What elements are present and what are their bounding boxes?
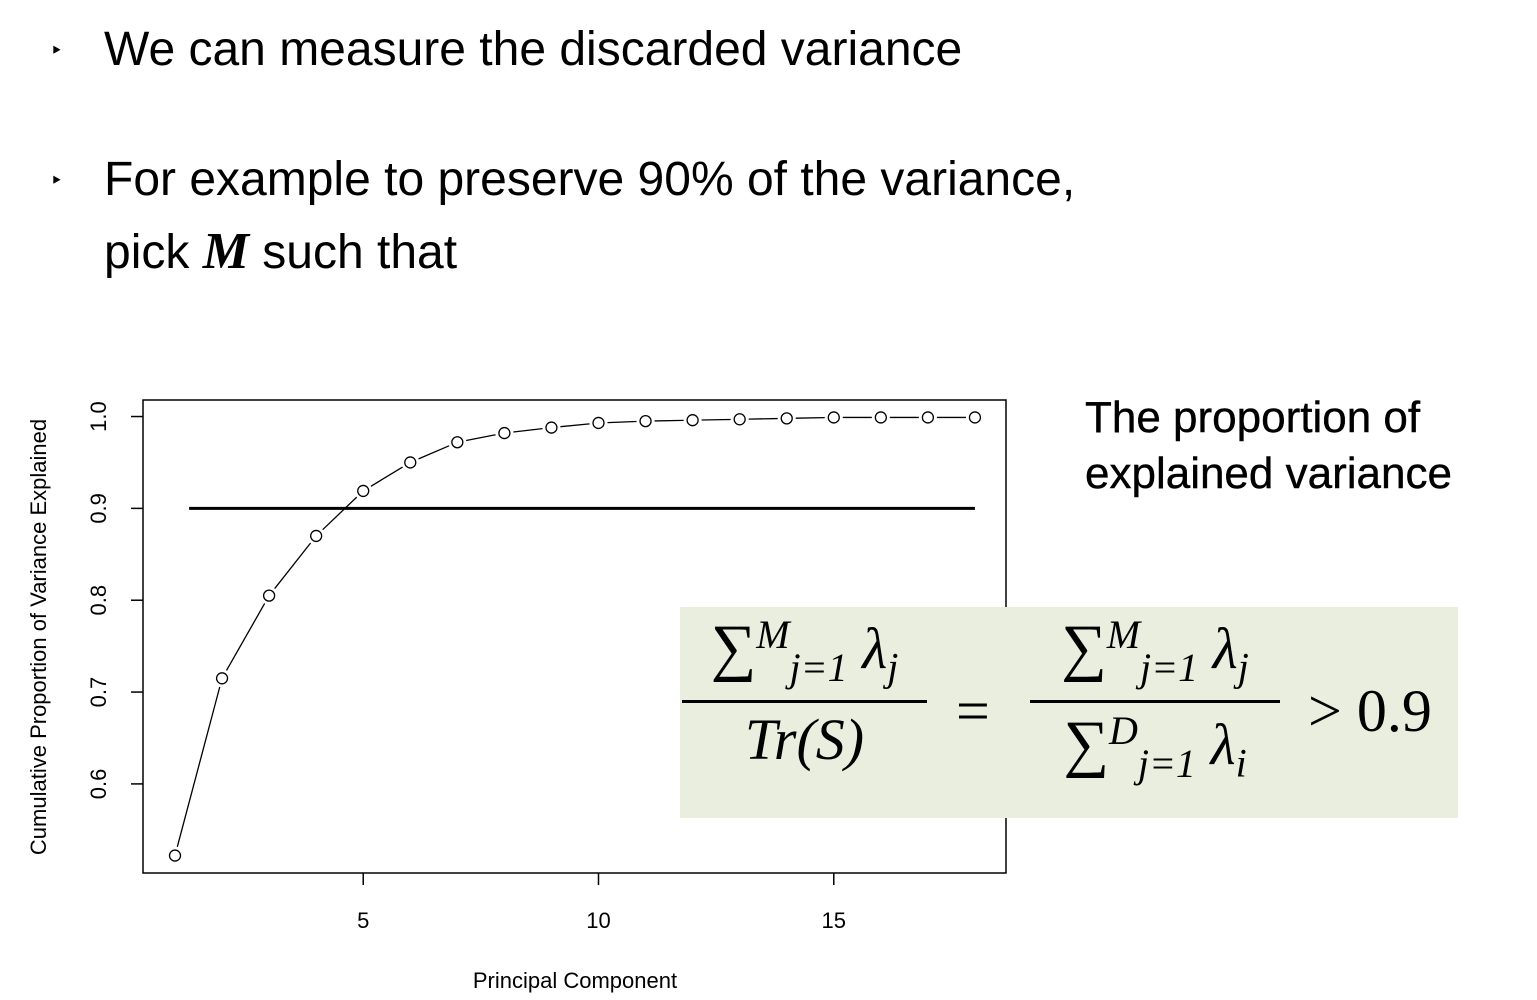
- y-tick-label-4: 1.0: [86, 401, 111, 432]
- sum-lower-3: j=1: [1137, 740, 1196, 786]
- formula-box: ∑Mj=1 λj Tr(S) = ∑Mj=1 λj ∑Dj=1 λi > 0.9: [680, 607, 1458, 818]
- bullet-marker-1: ‣: [50, 38, 63, 63]
- data-point-11: [639, 414, 652, 428]
- data-point-16: [874, 411, 887, 424]
- fraction-right: ∑Mj=1 λj ∑Dj=1 λi: [1030, 615, 1280, 784]
- series-segment-4: [322, 496, 358, 531]
- series-segment-9: [560, 423, 590, 428]
- sum-upper-d: D: [1108, 707, 1138, 753]
- fraction-left-bar: [682, 699, 927, 703]
- variable-m: M: [202, 223, 249, 280]
- equals-sign: =: [956, 678, 990, 744]
- series-segment-1: [176, 686, 221, 848]
- y-tick-label-3: 0.9: [86, 493, 111, 524]
- lambda-i: λi: [1210, 712, 1247, 786]
- series-segment-2: [225, 603, 266, 671]
- x-tick-label-10: 10: [586, 908, 610, 933]
- data-point-4: [310, 529, 323, 543]
- series-segment-8: [513, 427, 543, 433]
- sum-symbol-3: ∑: [1063, 707, 1109, 779]
- trace-s: Tr(S): [744, 706, 865, 772]
- data-point-18: [968, 411, 982, 424]
- bullet-text-2-pre: pick: [104, 226, 190, 279]
- series-segment-3: [274, 542, 312, 589]
- data-point-6: [404, 456, 417, 469]
- sum-upper-m: M: [756, 612, 790, 657]
- y-axis-label: Cumulative Proportion of Variance Explai…: [26, 419, 51, 855]
- data-point-8: [498, 426, 511, 440]
- data-point-14: [780, 412, 793, 425]
- sum-upper-m-2: M: [1106, 612, 1141, 657]
- bullet-text-2-line1: For example to preserve 90% of the varia…: [104, 153, 1076, 206]
- data-point-7: [451, 436, 464, 449]
- x-axis-label: Principal Component: [473, 968, 677, 993]
- data-point-12: [686, 414, 699, 427]
- y-tick-label-0: 0.6: [86, 769, 111, 800]
- bullet-text-2-line2: pick M such that: [104, 216, 1075, 289]
- fraction-left: ∑Mj=1 λj Tr(S): [682, 615, 927, 769]
- series-segment-5: [370, 466, 403, 487]
- data-point-2: [215, 672, 229, 685]
- greater-than-threshold: > 0.9: [1308, 678, 1432, 744]
- sum-symbol: ∑: [710, 611, 757, 683]
- lambda-j: λj: [862, 616, 899, 690]
- lambda-j-2: λj: [1212, 616, 1249, 690]
- sum-lower: j=1: [789, 644, 848, 690]
- bullet-text-2-post: such that: [262, 226, 458, 279]
- bullet-text-2: For example to preserve 90% of the varia…: [104, 144, 1075, 289]
- bullet-marker-2: ‣: [50, 168, 63, 193]
- series-segment-14: [795, 416, 825, 419]
- fraction-right-numerator: ∑Mj=1 λj: [1061, 615, 1249, 688]
- series-segment-12: [701, 418, 731, 421]
- fraction-right-bar: [1030, 699, 1280, 703]
- data-point-10: [592, 416, 605, 430]
- series-segment-7: [466, 434, 496, 442]
- data-point-9: [545, 421, 558, 434]
- x-tick-label-5: 5: [357, 908, 369, 933]
- fraction-left-numerator: ∑Mj=1 λj: [711, 615, 899, 688]
- x-tick-label-15: 15: [822, 908, 846, 933]
- side-title: The proportion of explained variance: [1085, 393, 1452, 498]
- data-point-13: [733, 413, 746, 426]
- series-segment-13: [748, 417, 778, 420]
- sum-symbol-2: ∑: [1061, 611, 1107, 683]
- bullet-text-1: We can measure the discarded variance: [104, 23, 963, 76]
- y-tick-label-1: 0.7: [86, 677, 111, 708]
- y-tick-label-2: 0.8: [86, 585, 111, 616]
- data-point-5: [357, 484, 370, 498]
- data-point-15: [827, 411, 840, 424]
- fraction-right-denominator: ∑Dj=1 λi: [1063, 707, 1247, 786]
- data-point-1: [168, 849, 182, 862]
- series-segment-11: [654, 419, 684, 422]
- sum-lower-2: j=1: [1140, 644, 1199, 690]
- series-segment-10: [607, 420, 637, 424]
- data-point-3: [262, 589, 276, 602]
- data-point-17: [921, 411, 935, 424]
- series-segment-6: [418, 445, 450, 460]
